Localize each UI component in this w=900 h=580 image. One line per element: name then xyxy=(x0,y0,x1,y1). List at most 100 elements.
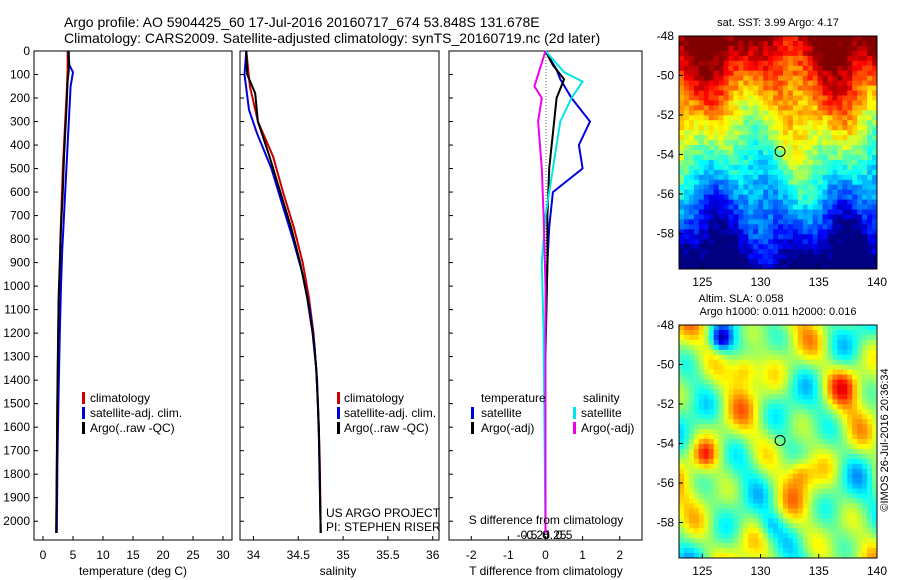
heatmap-cell xyxy=(857,184,863,191)
heatmap-cell xyxy=(753,349,759,356)
heatmap-cell xyxy=(837,334,843,341)
heatmap-cell xyxy=(822,184,828,191)
heatmap-cell xyxy=(738,264,744,269)
heatmap-cell xyxy=(787,523,794,529)
heatmap-cell xyxy=(827,229,833,235)
heatmap-cell xyxy=(802,184,809,191)
heatmap-cell xyxy=(872,259,877,265)
heatmap-cell xyxy=(867,434,873,440)
heatmap-cell xyxy=(778,209,784,215)
heatmap-cell xyxy=(847,478,853,485)
heatmap-cell xyxy=(748,115,754,121)
heatmap-cell xyxy=(753,55,759,62)
heatmap-cell xyxy=(802,209,809,215)
heatmap-cell xyxy=(832,483,838,490)
heatmap-cell xyxy=(842,439,848,445)
heatmap-cell xyxy=(812,518,819,524)
heatmap-cell xyxy=(787,473,794,480)
legend-satellite-swatch xyxy=(82,407,85,419)
heatmap-cell xyxy=(827,36,833,42)
heatmap-cell xyxy=(778,379,784,385)
heatmap-cell xyxy=(679,468,685,475)
heatmap-cell xyxy=(733,394,739,400)
heatmap-cell xyxy=(837,399,843,405)
heatmap-cell xyxy=(867,219,873,225)
heatmap-cell xyxy=(837,145,843,151)
heatmap-cell xyxy=(812,473,819,480)
heatmap-cell xyxy=(797,85,804,92)
heatmap-cell xyxy=(703,394,710,400)
heatmap-cell xyxy=(862,448,868,455)
heatmap-cell xyxy=(733,209,739,215)
heatmap-cell xyxy=(679,508,685,514)
heatmap-cell xyxy=(713,100,720,106)
heatmap-cell xyxy=(683,349,690,356)
heatmap-cell xyxy=(728,458,734,465)
heatmap-cell xyxy=(862,543,868,549)
heatmap-cell xyxy=(708,249,715,255)
heatmap-cell xyxy=(728,493,734,500)
heatmap-cell xyxy=(852,448,858,455)
heatmap-cell xyxy=(773,488,779,495)
heatmap-cell xyxy=(862,209,868,215)
heatmap-cell xyxy=(723,140,729,146)
heatmap-cell xyxy=(807,130,814,136)
heatmap-cell xyxy=(778,95,784,101)
heatmap-cell xyxy=(728,399,734,405)
heatmap-cell xyxy=(758,179,764,186)
heatmap-cell xyxy=(842,443,848,450)
heatmap-cell xyxy=(802,219,809,225)
heatmap-cell xyxy=(683,154,690,161)
heatmap-cell xyxy=(807,45,814,52)
heatmap-cell xyxy=(693,85,700,92)
heatmap-cell xyxy=(797,204,804,211)
heatmap-cell xyxy=(827,518,833,524)
heatmap-cell xyxy=(743,209,749,215)
top-tick-label: -0.25 xyxy=(523,528,551,542)
heatmap-cell xyxy=(832,229,838,235)
heatmap-cell xyxy=(857,369,863,376)
heatmap-cell xyxy=(842,70,848,77)
heatmap-cell xyxy=(693,36,700,42)
heatmap-cell xyxy=(698,488,705,495)
heatmap-cell xyxy=(867,513,873,519)
heatmap-cell xyxy=(857,334,863,341)
heatmap-cell xyxy=(847,184,853,191)
heatmap-cell xyxy=(857,404,863,410)
heatmap-cell xyxy=(773,50,779,57)
heatmap-cell xyxy=(778,409,784,415)
heatmap-cell xyxy=(842,204,848,211)
heatmap-cell xyxy=(733,55,739,62)
heatmap-cell xyxy=(738,90,744,96)
x-tick-label: 0 xyxy=(542,548,549,562)
heatmap-cell xyxy=(817,264,824,269)
heatmap-cell xyxy=(713,234,720,240)
sst-map-frame xyxy=(678,35,878,270)
heatmap-cell xyxy=(792,40,799,47)
heatmap-cell xyxy=(708,434,715,440)
heatmap-cell xyxy=(807,344,814,351)
heatmap-cell xyxy=(758,209,764,215)
heatmap-cell xyxy=(728,199,734,206)
heatmap-cell xyxy=(679,164,685,171)
heatmap-cell xyxy=(832,154,838,161)
heatmap-cell xyxy=(708,443,715,450)
heatmap-cell xyxy=(718,150,725,156)
heatmap-cell xyxy=(802,244,809,250)
heatmap-cell xyxy=(832,85,838,92)
heatmap-cell xyxy=(832,399,838,405)
heatmap-cell xyxy=(763,120,769,126)
heatmap-cell xyxy=(822,543,828,549)
heatmap-cell xyxy=(857,204,863,211)
heatmap-cell xyxy=(688,50,695,57)
heatmap-cell xyxy=(703,453,710,460)
heatmap-cell xyxy=(807,359,814,366)
heatmap-cell xyxy=(852,259,858,265)
heatmap-cell xyxy=(758,100,764,106)
x-tick-label: 2 xyxy=(616,548,623,562)
heatmap-cell xyxy=(768,145,774,151)
heatmap-cell xyxy=(832,429,838,435)
heatmap-cell xyxy=(679,513,685,519)
heatmap-cell xyxy=(862,339,868,346)
heatmap-cell xyxy=(827,125,833,131)
